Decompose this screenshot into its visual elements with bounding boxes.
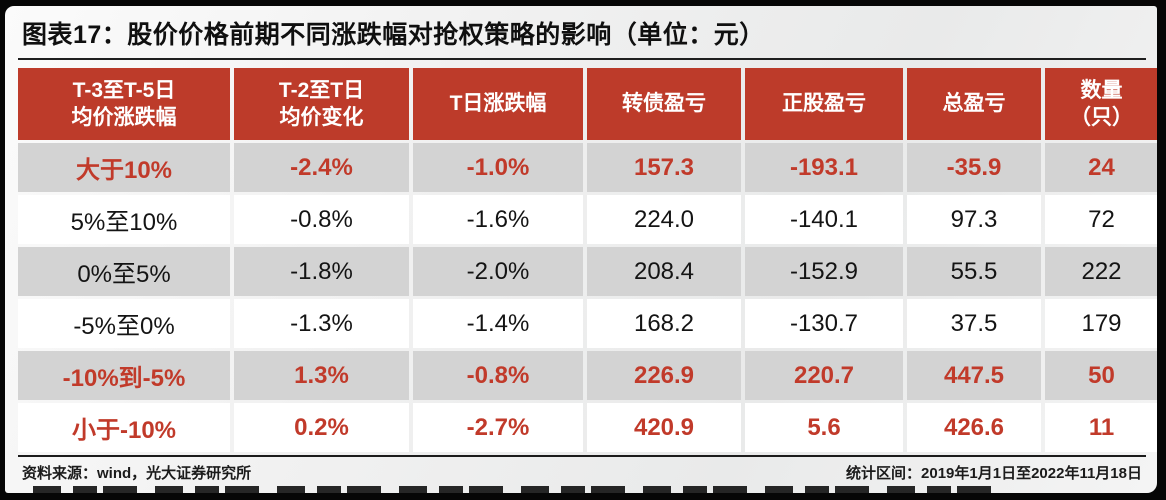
table-header-row: T-3至T-5日 均价涨跌幅 T-2至T日 均价变化 T日涨跌幅 转债盈亏 正股… [18,68,1157,140]
table-cell: -2.7% [413,403,583,452]
source-note: 资料来源：wind，光大证券研究所 [22,465,252,482]
table-cell: -0.8% [234,195,409,244]
table-cell: 226.9 [587,351,741,400]
table-row: -10%到-5% 1.3% -0.8% 226.9 220.7 447.5 50 [18,351,1157,400]
table-cell: -1.4% [413,299,583,348]
table-cell: 5%至10% [18,195,230,244]
table-row: 大于10% -2.4% -1.0% 157.3 -193.1 -35.9 24 [18,143,1157,192]
table-cell: 72 [1045,195,1157,244]
table-cell: -5%至0% [18,299,230,348]
table-cell: 157.3 [587,143,741,192]
table-row: -5%至0% -1.3% -1.4% 168.2 -130.7 37.5 179 [18,299,1157,348]
table-cell: -0.8% [413,351,583,400]
table-cell: 小于-10% [18,403,230,452]
table-cell: -2.4% [234,143,409,192]
table-cell: 220.7 [745,351,903,400]
report-page: 图表17：股价价格前期不同涨跌幅对抢权策略的影响（单位：元） T-3至T-5日 … [5,6,1157,493]
table-cell: -140.1 [745,195,903,244]
table-cell: 222 [1045,247,1157,296]
strategy-impact-table: T-3至T-5日 均价涨跌幅 T-2至T日 均价变化 T日涨跌幅 转债盈亏 正股… [18,68,1157,452]
table-cell: -2.0% [413,247,583,296]
table-cell: 0%至5% [18,247,230,296]
title-divider [18,58,1146,60]
table-cell: -193.1 [745,143,903,192]
table-cell: 11 [1045,403,1157,452]
table-cell: 224.0 [587,195,741,244]
header-count: 数量 （只） [1045,68,1157,140]
figure-title: 图表17：股价价格前期不同涨跌幅对抢权策略的影响（单位：元） [22,21,765,49]
stat-period-note: 统计区间：2019年1月1日至2022年11月18日 [846,465,1142,482]
table-cell: -1.6% [413,195,583,244]
table-row: 5%至10% -0.8% -1.6% 224.0 -140.1 97.3 72 [18,195,1157,244]
table-cell: -1.3% [234,299,409,348]
table-cell: 1.3% [234,351,409,400]
table-row: 小于-10% 0.2% -2.7% 420.9 5.6 426.6 11 [18,403,1157,452]
table-cell: 426.6 [907,403,1041,452]
header-cb-pnl: 转债盈亏 [587,68,741,140]
table-cell: 208.4 [587,247,741,296]
table-cell: -35.9 [907,143,1041,192]
table-cell: -152.9 [745,247,903,296]
table-cell: -1.8% [234,247,409,296]
table-cell: 24 [1045,143,1157,192]
footer-bar: 资料来源：wind，光大证券研究所 统计区间：2019年1月1日至2022年11… [18,455,1146,483]
table-cell: -10%到-5% [18,351,230,400]
table-cell: 50 [1045,351,1157,400]
table-cell: 0.2% [234,403,409,452]
clipped-next-title-fragment [33,486,993,493]
header-total-pnl: 总盈亏 [907,68,1041,140]
table-cell: -130.7 [745,299,903,348]
header-stock-pnl: 正股盈亏 [745,68,903,140]
table-cell: 55.5 [907,247,1041,296]
table-cell: 37.5 [907,299,1041,348]
title-bar: 图表17：股价价格前期不同涨跌幅对抢权策略的影响（单位：元） [5,6,1157,51]
table-row: 0%至5% -1.8% -2.0% 208.4 -152.9 55.5 222 [18,247,1157,296]
table-cell: 447.5 [907,351,1041,400]
header-avg-change-t3-t5: T-3至T-5日 均价涨跌幅 [18,68,230,140]
table-cell: 168.2 [587,299,741,348]
table-cell: 5.6 [745,403,903,452]
table-cell: 179 [1045,299,1157,348]
header-avg-change-t2-t: T-2至T日 均价变化 [234,68,409,140]
table-cell: 97.3 [907,195,1041,244]
table-cell: -1.0% [413,143,583,192]
header-t-day-change: T日涨跌幅 [413,68,583,140]
table-cell: 大于10% [18,143,230,192]
table-cell: 420.9 [587,403,741,452]
